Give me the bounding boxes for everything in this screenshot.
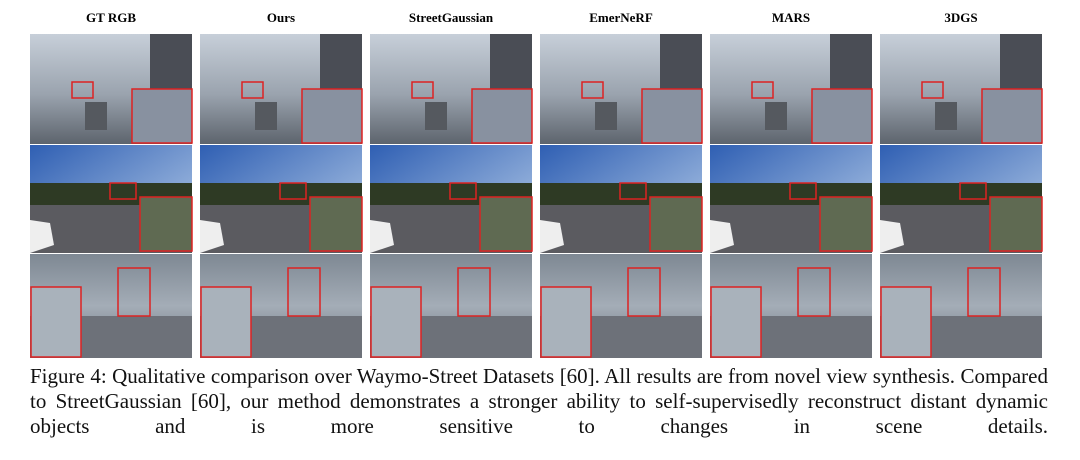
inset: [479, 196, 533, 252]
zoom-box: [959, 182, 987, 200]
inset: [811, 88, 873, 144]
zoom-box: [457, 267, 491, 317]
inset: [649, 196, 703, 252]
car: [370, 220, 394, 253]
zoom-box: [581, 81, 604, 99]
zoom-box: [627, 267, 661, 317]
car: [765, 102, 787, 130]
zoom-box: [287, 267, 321, 317]
zoom-box: [789, 182, 817, 200]
zoom-box: [411, 81, 434, 99]
inset: [819, 196, 873, 252]
car: [200, 220, 224, 253]
column-header: StreetGaussian: [409, 10, 494, 25]
building: [150, 34, 192, 94]
inset: [880, 286, 932, 358]
zoom-box: [279, 182, 307, 200]
inset: [370, 286, 422, 358]
car: [880, 220, 904, 253]
zoom-box: [619, 182, 647, 200]
inset: [301, 88, 363, 144]
zoom-box: [921, 81, 944, 99]
car: [710, 220, 734, 253]
inset: [309, 196, 363, 252]
inset: [200, 286, 252, 358]
inset: [981, 88, 1043, 144]
zoom-box: [109, 182, 137, 200]
building: [830, 34, 872, 94]
car: [935, 102, 957, 130]
inset: [641, 88, 703, 144]
car: [595, 102, 617, 130]
inset: [131, 88, 193, 144]
zoom-box: [241, 81, 264, 99]
zoom-box: [117, 267, 151, 317]
column-header: GT RGB: [86, 10, 136, 25]
zoom-box: [967, 267, 1001, 317]
car: [30, 220, 54, 253]
car: [255, 102, 277, 130]
building: [1000, 34, 1042, 94]
inset: [139, 196, 193, 252]
building: [320, 34, 362, 94]
car: [425, 102, 447, 130]
column-header: MARS: [772, 10, 810, 25]
zoom-box: [449, 182, 477, 200]
zoom-box: [797, 267, 831, 317]
column-header: EmerNeRF: [589, 10, 653, 25]
zoom-box: [71, 81, 94, 99]
zoom-box: [751, 81, 774, 99]
column-header: Ours: [267, 10, 295, 25]
building: [490, 34, 532, 94]
building: [660, 34, 702, 94]
figure-caption: Figure 4: Qualitative comparison over Wa…: [30, 364, 1048, 438]
column-header: 3DGS: [944, 10, 977, 25]
car: [85, 102, 107, 130]
figure: GT RGB Ours StreetGaussian EmerNeRF MARS 3DGS: [30, 10, 1043, 358]
inset: [30, 286, 82, 358]
inset: [989, 196, 1043, 252]
inset: [471, 88, 533, 144]
inset: [540, 286, 592, 358]
car: [540, 220, 564, 253]
inset: [710, 286, 762, 358]
